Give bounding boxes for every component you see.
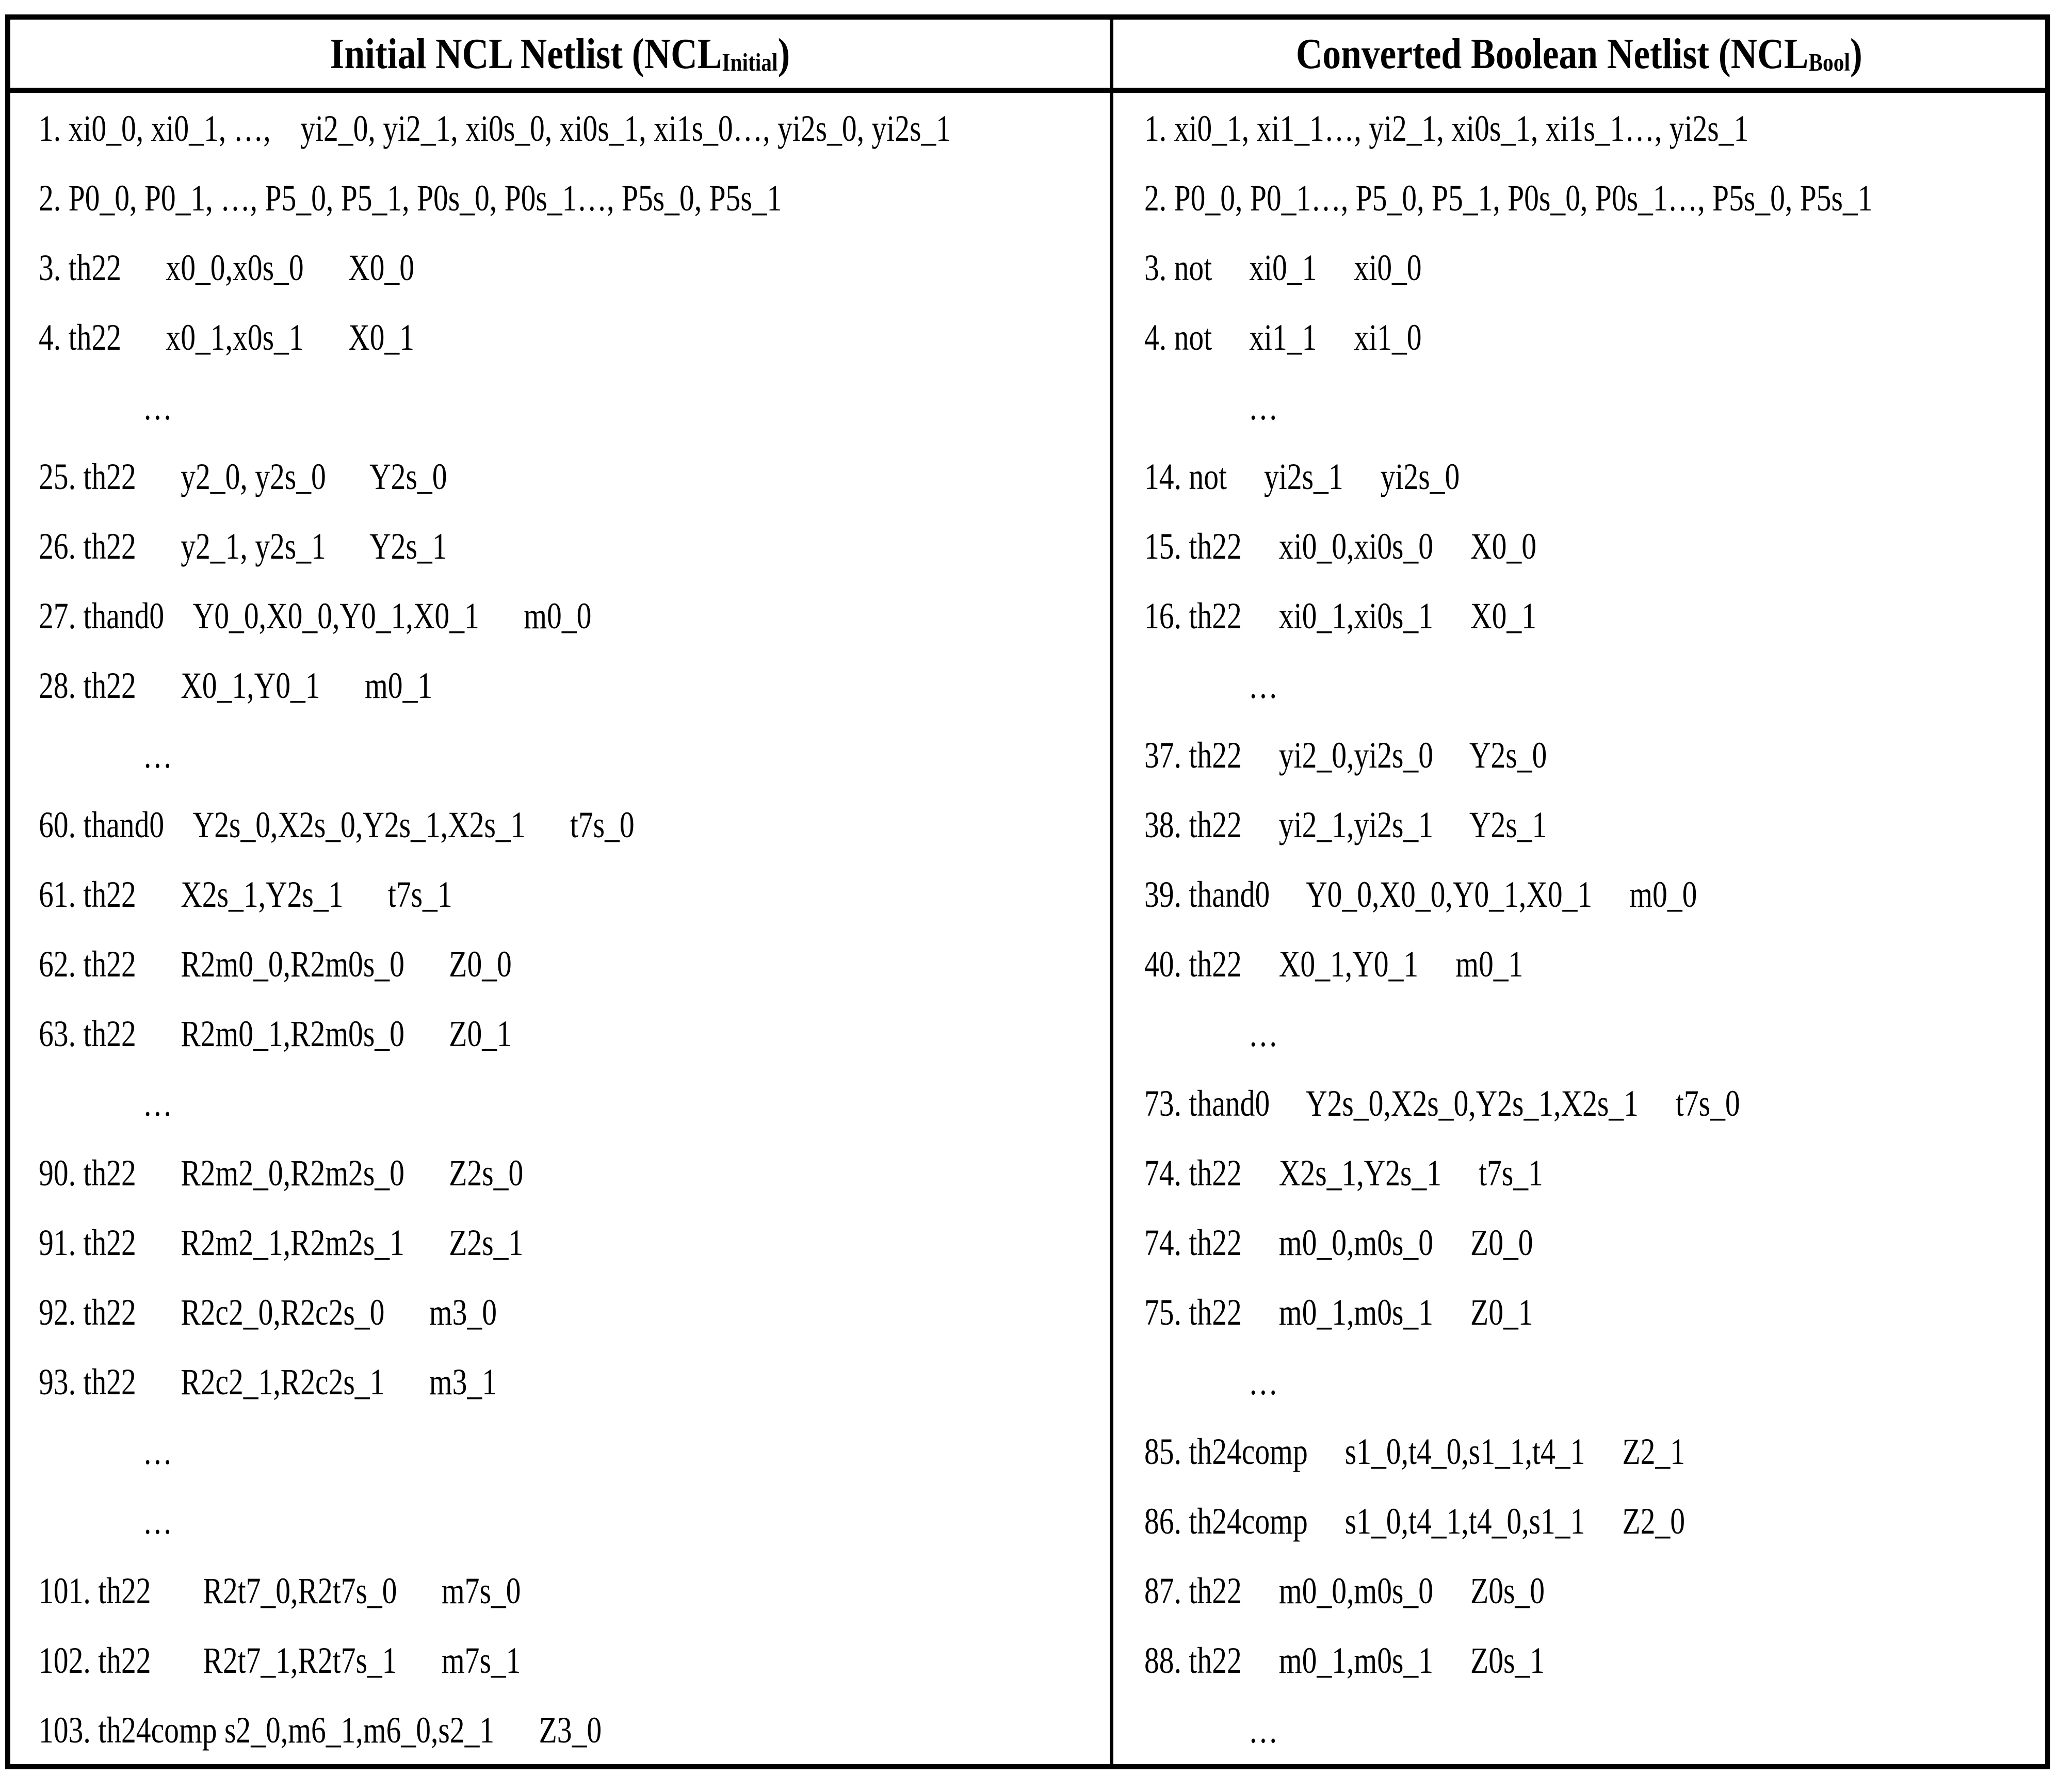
ellipsis-line: …	[1144, 1361, 1278, 1403]
netlist-line: 88. th22 m0_1,m0s_1 Z0s_1	[1144, 1640, 1545, 1681]
netlist-line: 1. xi0_1, xi1_1…, yi2_1, xi0s_1, xi1s_1……	[1144, 108, 1748, 149]
netlist-line: 90. th22 R2m2_0,R2m2s_0 Z2s_0	[39, 1152, 524, 1194]
ellipsis-line: …	[1144, 1013, 1278, 1054]
netlist-line: 91. th22 R2m2_1,R2m2s_1 Z2s_1	[39, 1222, 524, 1263]
table-body-row: 1. xi0_0, xi0_1, …, yi2_0, yi2_1, xi0s_0…	[10, 93, 2045, 1764]
netlist-line: 1. xi0_0, xi0_1, …, yi2_0, yi2_1, xi0s_0…	[39, 108, 951, 149]
netlist-line: 101. th22 R2t7_0,R2t7s_0 m7s_0	[39, 1570, 521, 1611]
netlist-line: 75. th22 m0_1,m0s_1 Z0_1	[1144, 1292, 1533, 1333]
header-prefix: Converted Boolean Netlist (NCL	[1295, 29, 1809, 78]
netlist-line: 86. th24comp s1_0,t4_1,t4_0,s1_1 Z2_0	[1144, 1501, 1685, 1542]
netlist-line: 85. th24comp s1_0,t4_0,s1_1,t4_1 Z2_1	[1144, 1431, 1685, 1472]
netlist-line: 2. P0_0, P0_1, …, P5_0, P5_1, P0s_0, P0s…	[39, 177, 782, 219]
netlist-line: 103. th24comp s2_0,m6_1,m6_0,s2_1 Z3_0	[39, 1709, 602, 1751]
initial-ncl-header: Initial NCL Netlist (NCLInitial)	[10, 20, 1113, 88]
netlist-line: 74. th22 m0_0,m0s_0 Z0_0	[1144, 1222, 1533, 1263]
netlist-line: 27. thand0 Y0_0,X0_0,Y0_1,X0_1 m0_0	[39, 595, 592, 637]
netlist-line: 39. thand0 Y0_0,X0_0,Y0_1,X0_1 m0_0	[1144, 874, 1697, 915]
ellipsis-line: …	[39, 1083, 173, 1124]
netlist-line: 40. th22 X0_1,Y0_1 m0_1	[1144, 943, 1524, 985]
ellipsis-line: …	[39, 735, 173, 776]
initial-ncl-column: 1. xi0_0, xi0_1, …, yi2_0, yi2_1, xi0s_0…	[10, 93, 1113, 1764]
netlist-line: 87. th22 m0_0,m0s_0 Z0s_0	[1144, 1570, 1545, 1611]
netlist-line: 15. th22 xi0_0,xi0s_0 X0_0	[1144, 526, 1536, 567]
boolean-ncl-header: Converted Boolean Netlist (NCLBool)	[1113, 20, 2045, 88]
initial-ncl-header-text: Initial NCL Netlist (NCLInitial)	[330, 29, 790, 79]
netlist-line: 62. th22 R2m0_0,R2m0s_0 Z0_0	[39, 943, 512, 985]
netlist-line: 60. thand0 Y2s_0,X2s_0,Y2s_1,X2s_1 t7s_0	[39, 804, 635, 845]
netlist-line: 26. th22 y2_1, y2s_1 Y2s_1	[39, 526, 447, 567]
header-suffix: )	[777, 29, 790, 78]
ellipsis-line: …	[1144, 386, 1278, 428]
netlist-line: 4. not xi1_1 xi1_0	[1144, 317, 1422, 358]
netlist-line: 3. th22 x0_0,x0s_0 X0_0	[39, 247, 415, 288]
ellipsis-line: …	[39, 1501, 173, 1542]
netlist-line: 73. thand0 Y2s_0,X2s_0,Y2s_1,X2s_1 t7s_0	[1144, 1083, 1740, 1124]
netlist-line: 102. th22 R2t7_1,R2t7s_1 m7s_1	[39, 1640, 521, 1681]
netlist-line: 93. th22 R2c2_1,R2c2s_1 m3_1	[39, 1361, 497, 1403]
boolean-ncl-column: 1. xi0_1, xi1_1…, yi2_1, xi0s_1, xi1s_1……	[1113, 93, 2045, 1764]
header-prefix: Initial NCL Netlist (NCL	[330, 29, 722, 78]
netlist-line: 63. th22 R2m0_1,R2m0s_0 Z0_1	[39, 1013, 512, 1054]
netlist-line: 2. P0_0, P0_1…, P5_0, P5_1, P0s_0, P0s_1…	[1144, 177, 1873, 219]
header-subscript: Bool	[1808, 48, 1850, 77]
netlist-line: 92. th22 R2c2_0,R2c2s_0 m3_0	[39, 1292, 497, 1333]
netlist-line: 74. th22 X2s_1,Y2s_1 t7s_1	[1144, 1152, 1543, 1194]
netlist-line: 4. th22 x0_1,x0s_1 X0_1	[39, 317, 415, 358]
netlist-line: 25. th22 y2_0, y2s_0 Y2s_0	[39, 456, 447, 497]
netlist-table: Initial NCL Netlist (NCLInitial) Convert…	[5, 14, 2050, 1769]
table-header-row: Initial NCL Netlist (NCLInitial) Convert…	[10, 20, 2045, 93]
netlist-line: 3. not xi0_1 xi0_0	[1144, 247, 1422, 288]
netlist-line: 38. th22 yi2_1,yi2s_1 Y2s_1	[1144, 804, 1547, 845]
boolean-ncl-header-text: Converted Boolean Netlist (NCLBool)	[1296, 29, 1862, 79]
ellipsis-line: …	[39, 386, 173, 428]
header-subscript: Initial	[722, 48, 778, 77]
netlist-line: 14. not yi2s_1 yi2s_0	[1144, 456, 1460, 497]
netlist-line: 28. th22 X0_1,Y0_1 m0_1	[39, 665, 433, 706]
header-suffix: )	[1850, 29, 1862, 78]
netlist-line: 61. th22 X2s_1,Y2s_1 t7s_1	[39, 874, 452, 915]
netlist-line: 37. th22 yi2_0,yi2s_0 Y2s_0	[1144, 735, 1547, 776]
ellipsis-line: …	[1144, 665, 1278, 706]
ellipsis-line: …	[1144, 1709, 1278, 1751]
ellipsis-line: …	[39, 1431, 173, 1472]
netlist-line: 16. th22 xi0_1,xi0s_1 X0_1	[1144, 595, 1536, 637]
